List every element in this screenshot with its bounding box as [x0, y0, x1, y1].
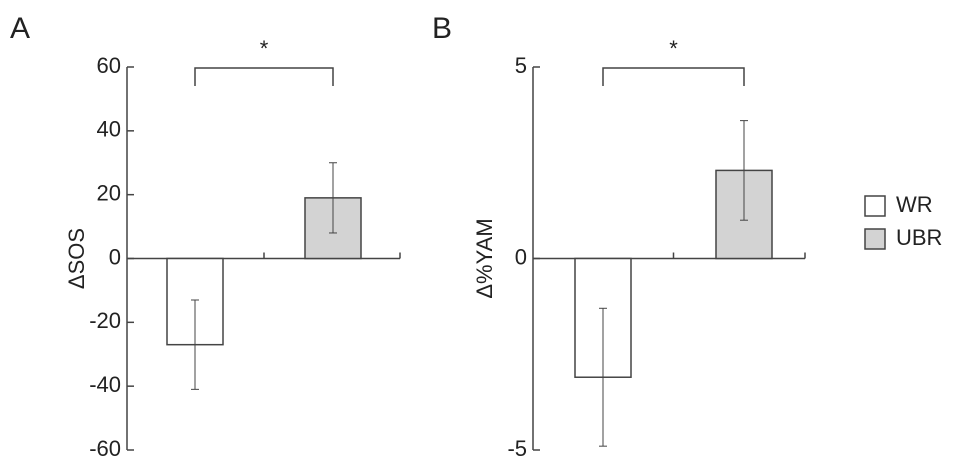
y-tick-label: -40 — [89, 372, 121, 397]
y-tick-label: 60 — [97, 53, 121, 78]
panel-label: B — [432, 12, 452, 45]
y-tick-label: 5 — [515, 53, 527, 78]
legend-label: UBR — [896, 225, 942, 250]
significance-bracket — [194, 67, 334, 86]
significance-mark: * — [260, 36, 269, 61]
y-tick-label: -60 — [89, 436, 121, 461]
legend-swatch — [864, 195, 886, 217]
significance-bracket — [602, 67, 745, 86]
y-tick-label: 40 — [97, 117, 121, 142]
y-tick-label: 20 — [97, 180, 121, 205]
y-axis-label: ΔSOS — [64, 228, 89, 289]
panel-label: A — [10, 12, 30, 45]
y-tick-label: 0 — [515, 244, 527, 269]
legend-swatch — [864, 228, 886, 250]
y-tick-label: -20 — [89, 308, 121, 333]
y-tick-label: 0 — [109, 244, 121, 269]
y-tick-label: -5 — [507, 436, 527, 461]
y-axis-label: Δ%YAM — [472, 218, 497, 298]
legend-label: WR — [896, 192, 933, 217]
significance-mark: * — [669, 36, 678, 61]
